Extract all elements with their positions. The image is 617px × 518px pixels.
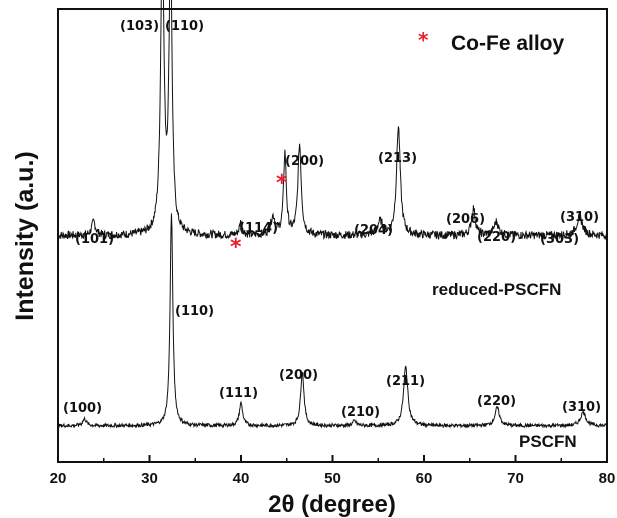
peak-label-220-reduced: (220) [477, 230, 516, 245]
peak-label-200-pristine: (200) [279, 368, 318, 383]
peak-label-220-pristine: (220) [477, 394, 516, 409]
x-tick-label-80: 80 [599, 470, 616, 487]
peak-label-206: (206) [446, 212, 485, 227]
x-tick-label-20: 20 [50, 470, 67, 487]
alloy-marker-2: * [276, 171, 288, 196]
peak-label-213: (213) [378, 151, 417, 166]
peak-label-114: (114) [239, 221, 278, 236]
peak-label-200-reduced: (200) [285, 154, 324, 169]
x-ticks: 20 30 40 50 60 70 80 [50, 455, 616, 487]
x-tick-label-40: 40 [233, 470, 250, 487]
peak-annotations: (101) (103) (110) (114) (200) (204) (213… [63, 19, 601, 420]
x-axis-title: 2θ (degree) [268, 491, 396, 518]
legend: * Co-Fe alloy [418, 28, 565, 55]
peak-label-310-pristine: (310) [562, 400, 601, 415]
series-labels: reduced-PSCFN PSCFN [432, 280, 577, 451]
peak-label-100: (100) [63, 401, 102, 416]
x-tick-label-30: 30 [141, 470, 158, 487]
series-line-reduced-pscfn [57, 0, 608, 241]
series-line-pscfn [57, 213, 608, 429]
x-tick-label-50: 50 [324, 470, 341, 487]
y-axis-title: Intensity (a.u.) [11, 151, 39, 320]
alloy-marker-1: * [230, 235, 242, 260]
peak-label-101: (101) [75, 232, 114, 247]
series-label-pristine: PSCFN [519, 432, 577, 451]
legend-label: Co-Fe alloy [451, 32, 565, 55]
series-label-reduced: reduced-PSCFN [432, 280, 561, 299]
peak-label-111: (111) [219, 386, 258, 401]
legend-marker: * [418, 28, 429, 52]
peak-label-310-reduced: (310) [560, 210, 599, 225]
x-tick-label-60: 60 [416, 470, 433, 487]
peak-label-110-reduced: (110) [165, 19, 204, 34]
peak-label-204: (204) [354, 223, 393, 238]
peak-label-211: (211) [386, 374, 425, 389]
peak-label-303: (303) [540, 232, 579, 247]
peak-label-103: (103) [120, 19, 159, 34]
series-layer [57, 0, 608, 429]
peak-label-110-pristine: (110) [175, 304, 214, 319]
x-tick-label-70: 70 [507, 470, 524, 487]
peak-label-210: (210) [341, 405, 380, 420]
